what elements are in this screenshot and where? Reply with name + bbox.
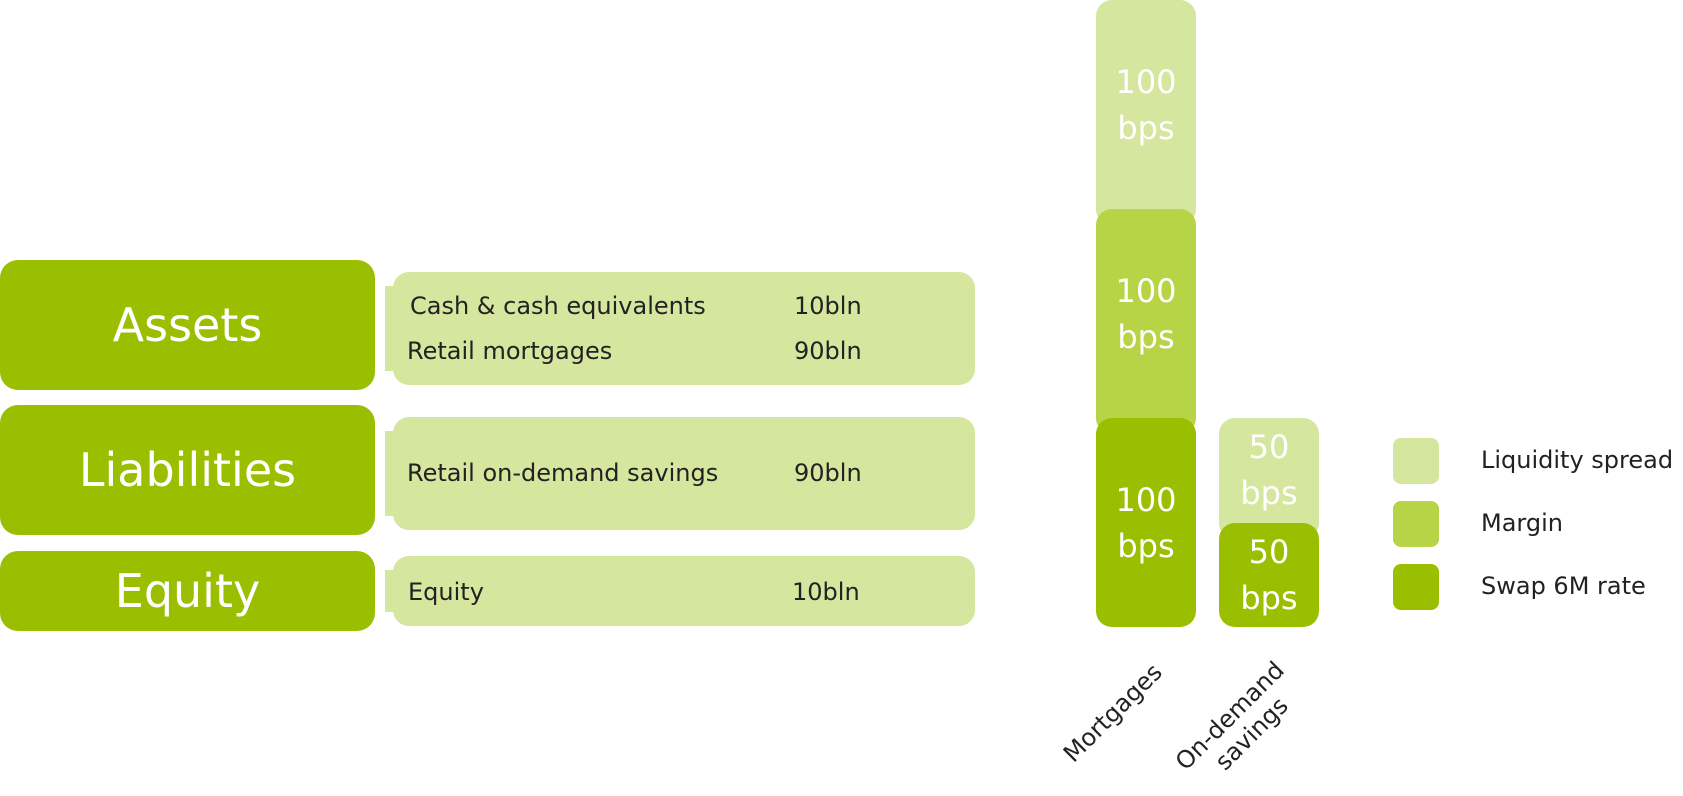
liabilities-row-label: Retail on-demand savings <box>407 459 719 487</box>
bar-data-label-line: bps <box>1117 108 1175 147</box>
equity-row-label: Equity <box>408 578 484 606</box>
assets-row-value: 10bln <box>794 292 862 320</box>
bar-data-label: 50 bps <box>1240 529 1297 621</box>
liabilities-detail-box: Retail on-demand savings 90bln <box>385 417 975 530</box>
assets-row-label: Cash & cash equivalents <box>410 292 706 320</box>
bar-data-label-line: bps <box>1117 317 1175 356</box>
bar-data-label-line: 50 <box>1248 532 1290 571</box>
assets-header: Assets <box>0 260 375 390</box>
bar-data-label: 100 bps <box>1115 59 1176 151</box>
liabilities-row-value: 90bln <box>794 459 862 487</box>
legend-swatch-margin <box>1393 501 1439 547</box>
bar-segment-mortgages-swap-6m-rate: 100 bps <box>1096 418 1196 627</box>
assets-detail-box: Cash & cash equivalents 10bln Retail mor… <box>385 272 975 385</box>
legend-label-margin: Margin <box>1481 509 1563 537</box>
bar-data-label: 100 bps <box>1115 477 1176 569</box>
liabilities-header: Liabilities <box>0 405 375 535</box>
bar-data-label-line: bps <box>1117 526 1175 565</box>
bar-data-label: 100 bps <box>1115 268 1176 360</box>
bar-data-label-line: 100 <box>1115 62 1177 101</box>
bar-data-label: 50 bps <box>1240 424 1297 516</box>
legend-label-swap-6m-rate: Swap 6M rate <box>1481 572 1646 600</box>
equity-row-value: 10bln <box>792 578 860 606</box>
bar-segment-on-demand-savings-swap-6m-rate: 50 bps <box>1219 522 1319 627</box>
legend-swatch-liquidity-spread <box>1393 438 1439 484</box>
assets-row-label: Retail mortgages <box>407 337 613 365</box>
x-tick-label-on-demand-savings: On-demand savings <box>1170 656 1310 796</box>
assets-row-value: 90bln <box>794 337 862 365</box>
bar-segment-mortgages-liquidity-spread: 100 bps <box>1096 0 1196 225</box>
legend-label-liquidity-spread: Liquidity spread <box>1481 446 1674 474</box>
bar-segment-mortgages-margin: 100 bps <box>1096 209 1196 434</box>
bar-data-label-line: 100 <box>1115 271 1177 310</box>
bar-data-label-line: bps <box>1240 578 1298 617</box>
equity-header: Equity <box>0 551 375 631</box>
bar-segment-on-demand-savings-liquidity-spread: 50 bps <box>1219 418 1319 539</box>
legend-swatch-swap-6m-rate <box>1393 564 1439 610</box>
x-tick-label-mortgages: Mortgages <box>1058 658 1168 768</box>
bar-data-label-line: bps <box>1240 474 1298 513</box>
bar-data-label-line: 50 <box>1248 428 1290 467</box>
bar-data-label-line: 100 <box>1115 480 1177 519</box>
equity-detail-box: Equity 10bln <box>385 556 975 626</box>
